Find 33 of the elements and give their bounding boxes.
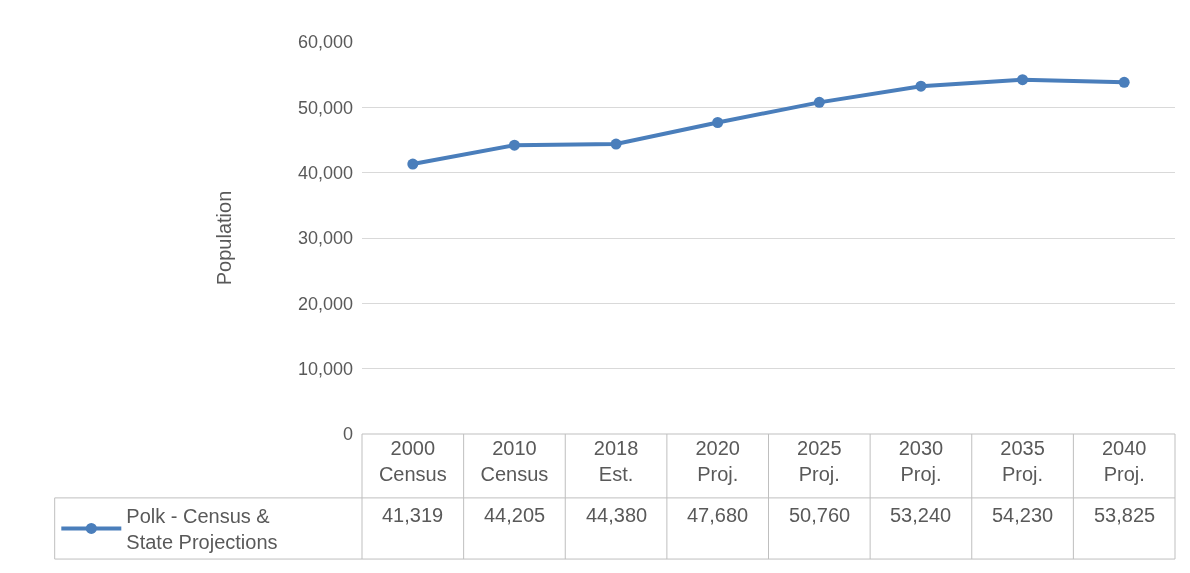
legend-label: Polk - Census & State Projections [126,505,278,554]
point [813,96,825,108]
x-tick-label: 2018 Est. [593,437,639,485]
data-label: 44,380 [586,504,648,526]
y-tick-label: 0 [342,424,353,445]
x-tick-label: 2025 Proj. [797,437,842,485]
point [712,116,724,128]
data-label: 54,230 [992,504,1054,526]
x-tick-label: 2000 Census [378,437,447,485]
x-tick-label: 2035 Proj. [1000,437,1045,485]
y-tick-label: 60,000 [297,32,353,53]
data-label: 41,319 [382,504,444,526]
x-tick-label: 2040 Proj. [1101,437,1147,485]
x-tick-label: 2020 Proj. [695,437,740,485]
point [1017,74,1029,86]
point [915,80,927,92]
data-label: 50,760 [789,504,851,526]
data-label: 53,825 [1094,504,1156,526]
point [508,139,520,151]
point [610,138,622,150]
data-label: 44,205 [484,504,546,526]
point [1118,76,1130,88]
x-tick-label: 2030 Proj. [898,437,944,485]
y-axis-title: Population [213,190,236,286]
y-tick-label: 10,000 [297,358,353,379]
data-label: 53,240 [890,504,952,526]
y-tick-label: 50,000 [297,97,353,118]
y-tick-label: 20,000 [297,293,353,314]
y-tick-label: 40,000 [297,162,353,183]
y-tick-label: 30,000 [297,228,353,249]
data-label: 47,680 [687,504,749,526]
point [407,158,419,170]
x-tick-label: 2010 Census [480,437,549,485]
